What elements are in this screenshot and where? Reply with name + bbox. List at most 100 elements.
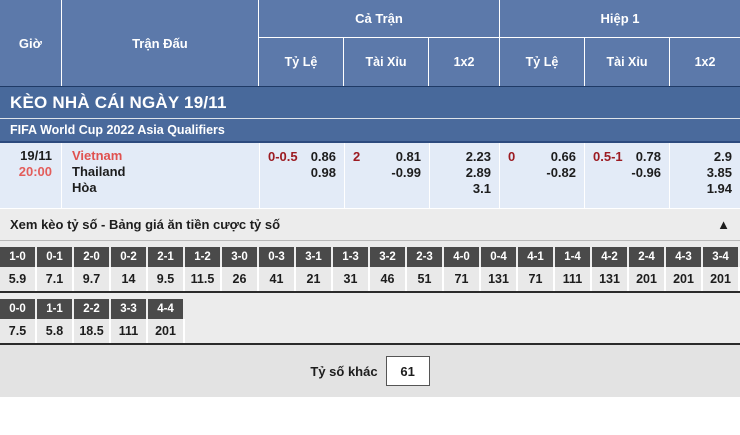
- score-odds[interactable]: 201: [703, 267, 740, 291]
- score-label[interactable]: 0-4: [481, 247, 518, 267]
- score-odds[interactable]: 131: [592, 267, 629, 291]
- score-odds[interactable]: 46: [370, 267, 407, 291]
- score-label[interactable]: 4-2: [592, 247, 629, 267]
- score-column[interactable]: 1-3 31: [333, 247, 370, 291]
- score-label[interactable]: 1-1: [37, 299, 74, 319]
- score-column[interactable]: 2-0 9.7: [74, 247, 111, 291]
- score-label[interactable]: 0-3: [259, 247, 296, 267]
- score-column[interactable]: 4-4 201: [148, 299, 185, 343]
- score-label[interactable]: 3-1: [296, 247, 333, 267]
- score-label[interactable]: 3-0: [222, 247, 259, 267]
- score-label[interactable]: 1-0: [0, 247, 37, 267]
- ft-handicap-home[interactable]: 0.86: [310, 148, 336, 164]
- score-column[interactable]: 3-1 21: [296, 247, 333, 291]
- score-column[interactable]: 4-0 71: [444, 247, 481, 291]
- score-column[interactable]: 3-2 46: [370, 247, 407, 291]
- score-odds[interactable]: 51: [407, 267, 444, 291]
- score-column[interactable]: 2-1 9.5: [148, 247, 185, 291]
- score-label[interactable]: 1-3: [333, 247, 370, 267]
- score-column[interactable]: 3-4 201: [703, 247, 740, 291]
- ft-handicap-away[interactable]: 0.98: [310, 164, 336, 180]
- score-odds[interactable]: 9.7: [74, 267, 111, 291]
- score-odds[interactable]: 131: [481, 267, 518, 291]
- ft-handicap-line[interactable]: 0-0.5: [268, 148, 298, 164]
- score-label[interactable]: 0-2: [111, 247, 148, 267]
- score-column[interactable]: 4-2 131: [592, 247, 629, 291]
- draw-score-grid[interactable]: 0-0 7.5 1-1 5.8 2-2 18.5 3-3 111 4-4 201: [0, 299, 740, 343]
- score-label[interactable]: 1-4: [555, 247, 592, 267]
- score-column[interactable]: 3-3 111: [111, 299, 148, 343]
- odds-h1-handicap[interactable]: 0 0.66 -0.82: [500, 143, 585, 208]
- score-label[interactable]: 3-2: [370, 247, 407, 267]
- score-label[interactable]: 2-2: [74, 299, 111, 319]
- score-odds[interactable]: 14: [111, 267, 148, 291]
- score-odds[interactable]: 5.9: [0, 267, 37, 291]
- ft-overunder-line[interactable]: 2: [353, 148, 361, 164]
- league-bar[interactable]: FIFA World Cup 2022 Asia Qualifiers: [0, 119, 740, 143]
- match-teams-cell[interactable]: Vietnam Thailand Hòa: [62, 143, 260, 208]
- score-odds[interactable]: 18.5: [74, 319, 111, 343]
- score-label[interactable]: 1-2: [185, 247, 222, 267]
- score-column[interactable]: 2-3 51: [407, 247, 444, 291]
- score-column[interactable]: 1-0 5.9: [0, 247, 37, 291]
- score-odds[interactable]: 26: [222, 267, 259, 291]
- score-odds[interactable]: 111: [111, 319, 148, 343]
- h1-1x2-draw[interactable]: 3.85: [706, 164, 732, 180]
- score-label[interactable]: 4-4: [148, 299, 185, 319]
- correct-score-toggle-bar[interactable]: Xem kèo tỷ số - Bảng giá ăn tiền cược tỷ…: [0, 209, 740, 241]
- odds-h1-1x2[interactable]: 2.9 3.85 1.94: [670, 143, 740, 208]
- score-label[interactable]: 3-3: [111, 299, 148, 319]
- ft-1x2-draw[interactable]: 2.89: [465, 164, 491, 180]
- score-label[interactable]: 4-0: [444, 247, 481, 267]
- score-odds[interactable]: 5.8: [37, 319, 74, 343]
- score-column[interactable]: 1-4 111: [555, 247, 592, 291]
- score-odds[interactable]: 201: [148, 319, 185, 343]
- ft-1x2-home[interactable]: 2.23: [465, 148, 491, 164]
- h1-handicap-away[interactable]: -0.82: [546, 164, 576, 180]
- score-odds[interactable]: 11.5: [185, 267, 222, 291]
- score-column[interactable]: 1-2 11.5: [185, 247, 222, 291]
- score-label[interactable]: 2-1: [148, 247, 185, 267]
- score-label[interactable]: 4-3: [666, 247, 703, 267]
- score-column[interactable]: 2-2 18.5: [74, 299, 111, 343]
- h1-overunder-line[interactable]: 0.5-1: [593, 148, 623, 164]
- score-label[interactable]: 2-3: [407, 247, 444, 267]
- ft-overunder-under[interactable]: -0.99: [391, 164, 421, 180]
- score-column[interactable]: 1-1 5.8: [37, 299, 74, 343]
- odds-ft-handicap[interactable]: 0-0.5 0.86 0.98: [260, 143, 345, 208]
- score-label[interactable]: 3-4: [703, 247, 740, 267]
- h1-overunder-over[interactable]: 0.78: [635, 148, 661, 164]
- score-odds[interactable]: 7.5: [0, 319, 37, 343]
- score-odds[interactable]: 71: [444, 267, 481, 291]
- score-odds[interactable]: 31: [333, 267, 370, 291]
- h1-handicap-line[interactable]: 0: [508, 148, 516, 164]
- h1-1x2-home[interactable]: 2.9: [713, 148, 732, 164]
- chevron-up-icon[interactable]: ▲: [717, 217, 730, 232]
- h1-overunder-under[interactable]: -0.96: [631, 164, 661, 180]
- other-score-value[interactable]: 61: [385, 356, 430, 386]
- score-odds[interactable]: 71: [518, 267, 555, 291]
- odds-h1-overunder[interactable]: 0.5-1 0.78 -0.96: [585, 143, 670, 208]
- score-column[interactable]: 0-0 7.5: [0, 299, 37, 343]
- score-odds[interactable]: 41: [259, 267, 296, 291]
- score-column[interactable]: 4-3 201: [666, 247, 703, 291]
- odds-ft-overunder[interactable]: 2 0.81 -0.99: [345, 143, 430, 208]
- score-label[interactable]: 2-0: [74, 247, 111, 267]
- score-odds[interactable]: 9.5: [148, 267, 185, 291]
- ft-overunder-over[interactable]: 0.81: [395, 148, 421, 164]
- score-column[interactable]: 3-0 26: [222, 247, 259, 291]
- ft-1x2-away[interactable]: 3.1: [472, 180, 491, 196]
- h1-handicap-home[interactable]: 0.66: [550, 148, 576, 164]
- score-column[interactable]: 0-1 7.1: [37, 247, 74, 291]
- score-odds[interactable]: 201: [629, 267, 666, 291]
- score-odds[interactable]: 21: [296, 267, 333, 291]
- score-odds[interactable]: 7.1: [37, 267, 74, 291]
- score-label[interactable]: 0-0: [0, 299, 37, 319]
- odds-ft-1x2[interactable]: 2.23 2.89 3.1: [430, 143, 500, 208]
- score-label[interactable]: 0-1: [37, 247, 74, 267]
- score-column[interactable]: 0-3 41: [259, 247, 296, 291]
- match-row[interactable]: 19/11 20:00 Vietnam Thailand Hòa 0-0.5 0…: [0, 143, 740, 209]
- score-label[interactable]: 4-1: [518, 247, 555, 267]
- score-column[interactable]: 4-1 71: [518, 247, 555, 291]
- score-column[interactable]: 0-4 131: [481, 247, 518, 291]
